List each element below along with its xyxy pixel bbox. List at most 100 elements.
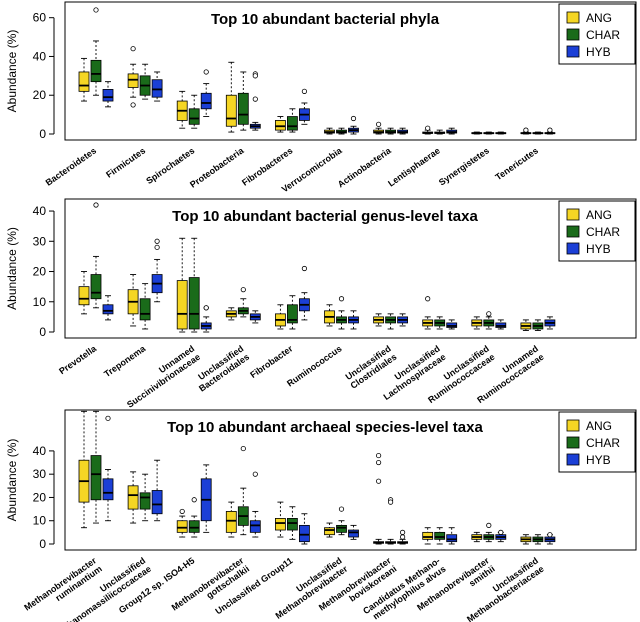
legend-swatch-ang	[566, 11, 580, 24]
outlier-point	[203, 69, 209, 75]
box-char	[286, 116, 298, 131]
legend-label-hyb: HYB	[586, 453, 611, 467]
outlier-point	[93, 202, 99, 208]
category-label-line: Lentisphaerae	[386, 145, 442, 188]
legend-swatch-hyb	[566, 453, 580, 466]
legend-swatch-char	[566, 225, 580, 238]
category-label: Ruminococcus	[285, 343, 344, 388]
outlier-point	[252, 73, 258, 79]
outlier-point	[523, 127, 529, 133]
box-char	[188, 108, 200, 125]
outlier-point	[425, 296, 431, 302]
legend-label-char: CHAR	[586, 436, 620, 450]
outlier-point	[93, 7, 99, 13]
legend-swatch-char	[566, 28, 580, 41]
legend-swatch-ang	[566, 208, 580, 221]
box-hyb	[102, 304, 114, 315]
category-label: Firmicutes	[104, 145, 147, 179]
outlier-point	[130, 46, 136, 52]
legend-label-char: CHAR	[586, 28, 620, 42]
y-axis-label: Abundance (%)	[5, 30, 19, 113]
outlier-point	[486, 522, 492, 528]
outlier-point	[301, 88, 307, 94]
category-label-line: Synergistetes	[437, 145, 491, 187]
box-ang	[274, 120, 286, 131]
legend: ANG CHAR HYB	[558, 3, 636, 65]
y-tick-label: 20	[33, 490, 47, 504]
box-ang	[78, 286, 90, 306]
y-tick-label: 0	[39, 325, 46, 339]
y-tick-label: 40	[33, 49, 47, 63]
box-char	[188, 520, 200, 533]
outlier-point	[203, 305, 209, 311]
outlier-point	[338, 296, 345, 302]
box-char	[237, 92, 249, 125]
outlier-point	[486, 311, 492, 317]
outlier-point	[191, 497, 197, 503]
legend-swatch-hyb	[566, 45, 580, 58]
plot-frame	[64, 409, 637, 551]
category-label: Proteobacteria	[188, 145, 246, 190]
box-ang	[127, 73, 139, 88]
category-label-line: Proteobacteria	[188, 145, 246, 190]
box-ang	[324, 527, 335, 536]
y-tick-label: 30	[33, 234, 47, 248]
category-label: Prevotella	[57, 343, 99, 376]
category-label: Tenericutes	[493, 145, 540, 182]
outlier-point	[387, 499, 394, 505]
chart-title: Top 10 abundant bacterial genus-level ta…	[172, 208, 478, 225]
legend-label-hyb: HYB	[586, 242, 611, 256]
outlier-point	[252, 96, 258, 102]
box-char	[188, 277, 200, 330]
category-label-line: Tenericutes	[493, 145, 540, 182]
box-hyb	[446, 534, 458, 543]
outlier-point	[547, 127, 553, 133]
category-label-line: Spirochaetes	[144, 145, 196, 186]
outlier-point	[105, 415, 111, 421]
category-label: Spirochaetes	[144, 145, 196, 186]
legend: ANG CHAR HYB	[558, 200, 636, 262]
y-tick-label: 40	[33, 444, 47, 458]
category-label: Lentisphaerae	[386, 145, 442, 188]
box-char	[90, 455, 102, 501]
outlier-point	[240, 287, 246, 293]
outlier-point	[130, 102, 136, 108]
y-tick-label: 20	[33, 88, 47, 102]
category-label-line: Actinobacteria	[336, 145, 394, 190]
box-char	[90, 274, 102, 300]
y-tick-label: 40	[33, 204, 47, 218]
category-label-line: Bacteroidetes	[44, 145, 99, 187]
y-axis-label: Abundance (%)	[5, 439, 19, 522]
chart-title: Top 10 abundant bacterial phyla	[211, 11, 440, 28]
outlier-point	[301, 265, 307, 272]
chart-title: Top 10 abundant archaeal species-level t…	[167, 419, 483, 436]
box-hyb	[200, 92, 212, 110]
box-ang	[127, 485, 139, 510]
chart-panel-3: Top 10 abundant archaeal species-level t…	[5, 409, 637, 622]
outlier-point	[498, 529, 504, 535]
box-char	[139, 298, 151, 321]
legend-label-char: CHAR	[586, 225, 620, 239]
legend-swatch-hyb	[566, 242, 580, 255]
y-tick-label: 20	[33, 265, 47, 279]
outlier-point	[425, 125, 431, 131]
outlier-point	[399, 534, 406, 540]
legend-label-ang: ANG	[586, 208, 612, 222]
category-label: UnclassifiedBacteroidales	[191, 343, 251, 393]
legend-label-ang: ANG	[586, 419, 612, 433]
box-hyb	[249, 520, 261, 533]
outlier-point	[154, 244, 160, 250]
legend-swatch-char	[566, 436, 580, 449]
y-tick-label: 0	[39, 127, 46, 141]
legend-label-ang: ANG	[586, 11, 612, 25]
category-label-line: Succinivibrionaceae	[125, 352, 202, 410]
category-label-line: Methanobrevibacter	[22, 555, 98, 613]
box-char	[336, 524, 347, 533]
y-tick-label: 10	[33, 295, 47, 309]
box-hyb	[298, 524, 310, 543]
outlier-point	[375, 452, 382, 459]
category-label: Fibrobacter	[248, 343, 295, 380]
y-tick-label: 0	[39, 537, 46, 551]
box-char	[286, 518, 298, 531]
